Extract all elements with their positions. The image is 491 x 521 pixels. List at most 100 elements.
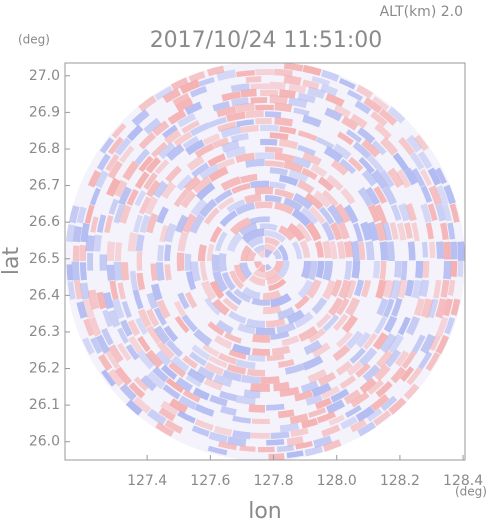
echo-cell	[114, 242, 123, 261]
echo-cell	[164, 129, 182, 145]
echo-cell	[220, 176, 242, 191]
echo-cell	[182, 135, 200, 150]
echo-cell	[119, 145, 135, 163]
echo-cell	[283, 160, 304, 173]
echo-cell	[229, 217, 252, 236]
echo-cell	[286, 450, 304, 459]
echo-cell	[232, 415, 251, 424]
echo-cell	[120, 319, 133, 337]
echo-cell	[176, 252, 185, 272]
echo-cell	[262, 304, 282, 315]
echo-cell	[153, 325, 171, 345]
echo-cell	[443, 261, 452, 280]
echo-cell	[224, 332, 242, 344]
echo-cell	[361, 169, 378, 187]
echo-cell	[297, 92, 316, 104]
echo-cell	[217, 121, 237, 132]
echo-cell	[117, 282, 126, 300]
echo-cell	[398, 202, 411, 222]
echo-cell	[222, 297, 239, 312]
echo-cell	[396, 222, 407, 241]
echo-cell	[269, 95, 288, 105]
echo-cell	[152, 366, 169, 383]
echo-cell	[397, 316, 411, 336]
echo-cell	[178, 395, 198, 410]
echo-cell	[155, 350, 172, 367]
echo-cell	[320, 83, 339, 97]
echo-cell	[184, 253, 192, 272]
echo-cell	[208, 431, 228, 444]
echo-cell	[374, 316, 388, 335]
echo-cell	[175, 214, 189, 233]
echo-cell	[79, 282, 90, 300]
echo-cell	[72, 245, 80, 261]
echo-cell	[199, 163, 220, 180]
echo-cell	[346, 89, 364, 102]
echo-cell	[382, 222, 393, 241]
echo-cell	[360, 221, 373, 241]
y-tick-label: 26.3	[29, 324, 60, 340]
echo-cell	[232, 430, 251, 440]
echo-cell	[352, 222, 364, 243]
echo-cell	[283, 197, 303, 212]
echo-cell	[260, 124, 279, 132]
echo-cell	[137, 308, 152, 328]
echo-cell	[180, 190, 197, 209]
echo-cell	[126, 124, 144, 142]
echo-cell	[196, 365, 215, 381]
echo-cell	[371, 169, 389, 190]
echo-cell	[295, 222, 313, 243]
echo-cell	[122, 160, 140, 181]
echo-cell	[361, 139, 381, 158]
echo-cell	[106, 177, 121, 197]
echo-cell	[194, 143, 215, 158]
echo-cell	[404, 222, 413, 239]
x-tick-label: 128.0	[317, 473, 357, 489]
echo-cell	[71, 261, 80, 281]
echo-cell	[279, 422, 300, 433]
echo-cell	[204, 207, 220, 225]
echo-cell	[96, 214, 107, 233]
echo-cell	[212, 100, 230, 112]
echo-cell	[99, 254, 108, 271]
echo-cell	[367, 379, 384, 395]
echo-cell	[85, 234, 95, 252]
echo-cell	[355, 405, 375, 422]
echo-cell	[435, 298, 448, 319]
echo-cell	[89, 187, 101, 206]
echo-cell	[251, 348, 271, 356]
echo-cell	[387, 167, 404, 188]
echo-cell	[314, 240, 324, 258]
echo-cell	[425, 222, 434, 240]
echo-cell	[277, 359, 295, 368]
echo-cell	[106, 264, 116, 281]
echo-cell	[444, 317, 455, 335]
echo-cell	[199, 261, 208, 282]
echo-cell	[209, 394, 228, 407]
echo-cell	[295, 441, 313, 450]
echo-cell	[250, 97, 268, 104]
y-tick-label: 26.1	[29, 397, 60, 413]
echo-cell	[332, 143, 352, 160]
echo-cell	[279, 126, 297, 135]
y-tick-label: 26.7	[29, 178, 60, 194]
echo-cell	[109, 280, 119, 301]
echo-cell	[279, 386, 300, 398]
echo-cell	[323, 146, 344, 163]
echo-cell	[322, 279, 337, 300]
echo-cell	[414, 134, 429, 152]
echo-cell	[457, 241, 465, 261]
echo-cell	[343, 240, 354, 258]
echo-cell	[68, 205, 80, 224]
echo-cell	[330, 279, 343, 298]
echo-cell	[372, 332, 389, 351]
echo-cell	[255, 68, 275, 76]
echo-cell	[217, 196, 235, 211]
echo-cell	[165, 165, 182, 183]
echo-cell	[173, 300, 187, 317]
echo-cell	[356, 331, 371, 349]
echo-cell	[243, 389, 261, 399]
echo-cell	[219, 390, 238, 402]
echo-cell	[321, 221, 335, 241]
